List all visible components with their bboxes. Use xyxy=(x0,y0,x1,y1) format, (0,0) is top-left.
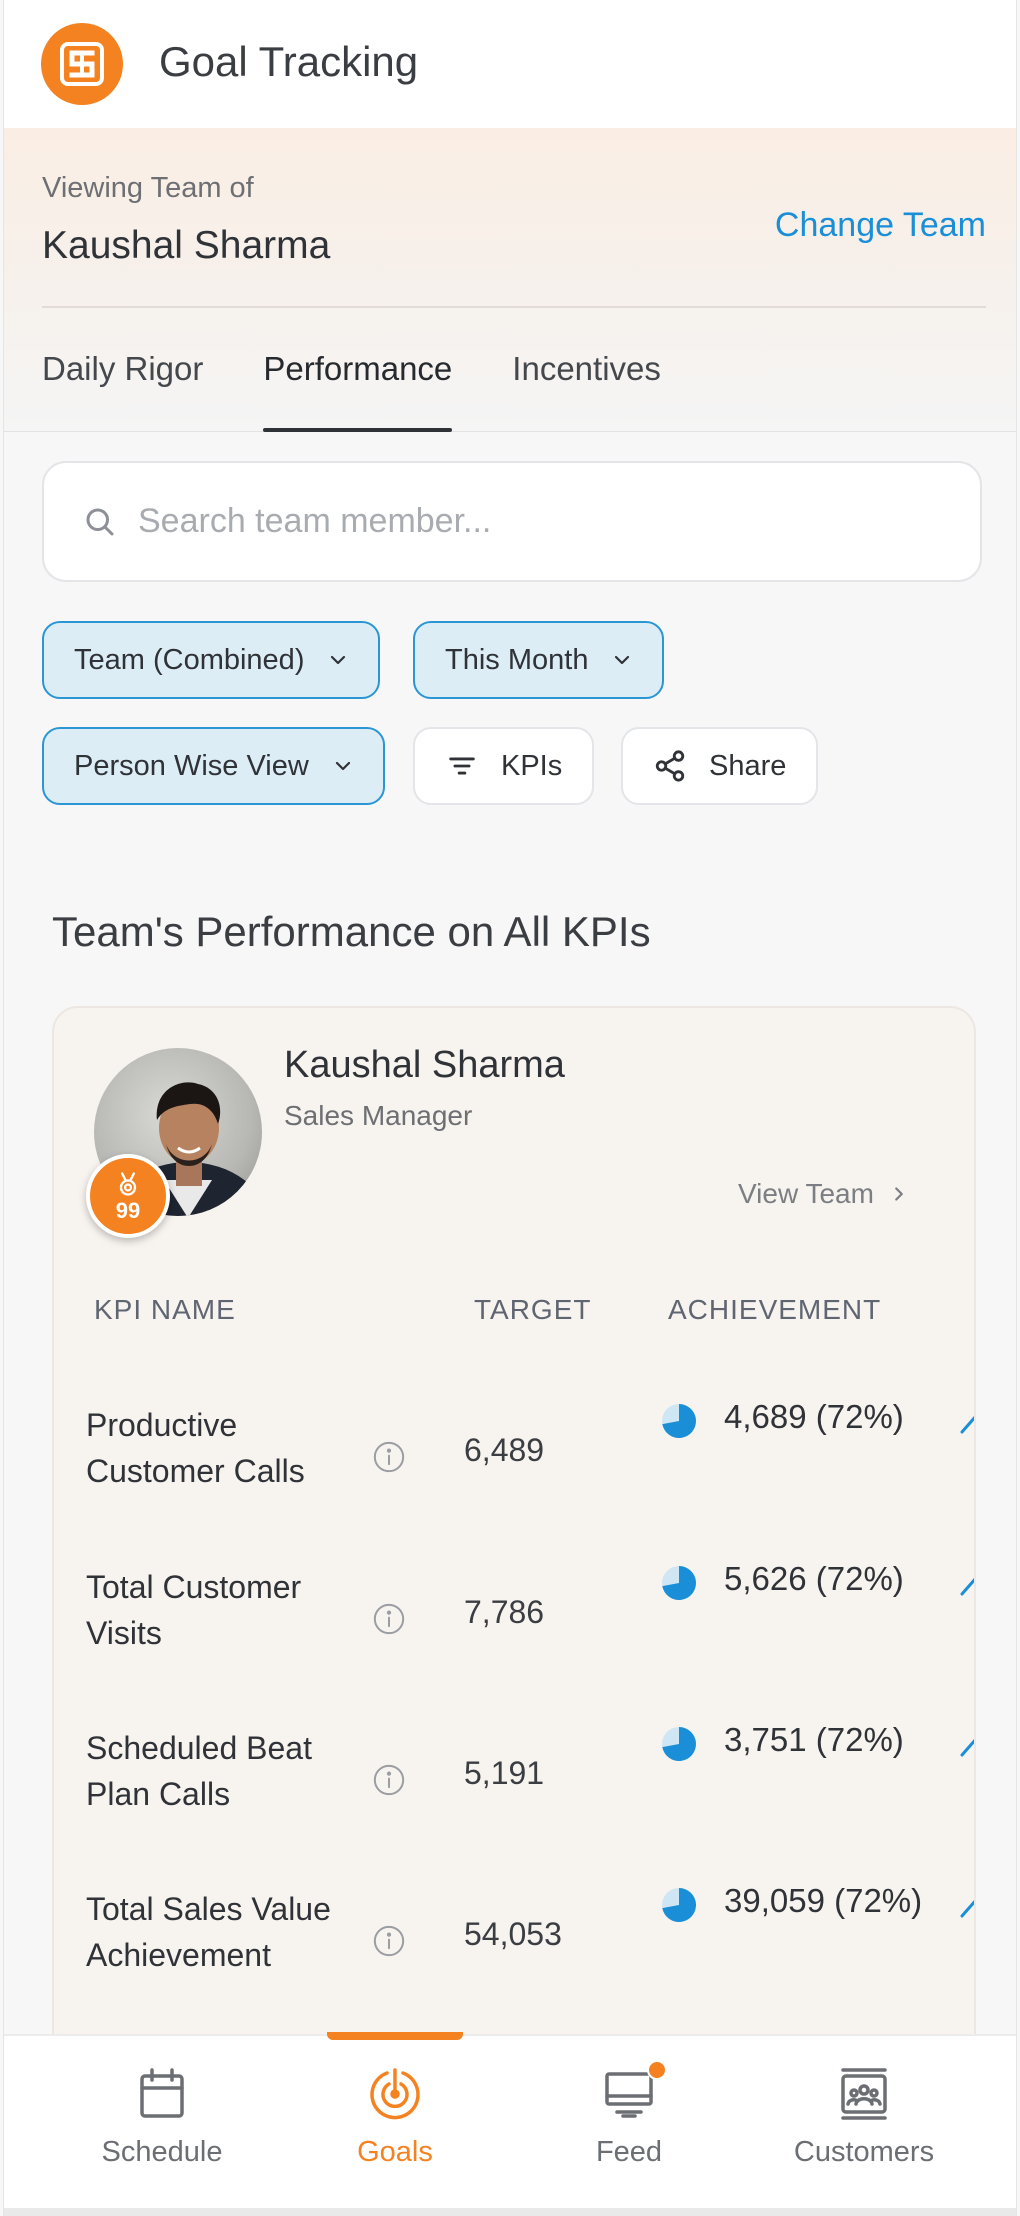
score-badge-value: 99 xyxy=(115,1198,141,1223)
progress-pie-icon xyxy=(662,1727,696,1761)
kpi-achievement: 39,059 (72%) xyxy=(724,1882,923,1919)
top-bar: Goal Tracking xyxy=(4,0,1016,128)
target-icon xyxy=(370,2068,420,2120)
progress-pie-icon xyxy=(662,1888,696,1922)
view-mode-dropdown[interactable]: Person Wise View xyxy=(42,727,385,805)
app-screen: Goal Tracking Viewing Team of Kaushal Sh… xyxy=(3,0,1017,2216)
view-mode-label: Person Wise View xyxy=(74,749,309,782)
info-icon[interactable] xyxy=(372,1763,406,1797)
trend-arrow-icon xyxy=(960,1416,974,1434)
team-filter-label: Team (Combined) xyxy=(74,643,305,676)
person-kpi-card: 99 Kaushal Sharma Sales Manager View Tea… xyxy=(52,1006,976,2216)
kpis-filter-button[interactable]: KPIs xyxy=(413,727,595,805)
tab-bar: Daily Rigor Performance Incentives xyxy=(42,306,721,432)
kpi-target: 54,053 xyxy=(464,1916,562,1952)
view-team-link[interactable]: View Team xyxy=(738,1178,910,1210)
customers-icon xyxy=(841,2068,887,2120)
notification-dot xyxy=(647,2060,667,2080)
pie-fill xyxy=(662,1888,696,1922)
kpi-name: Scheduled Beat Plan Calls xyxy=(86,1730,312,1812)
header-divider xyxy=(42,306,986,308)
trend-arrow-icon xyxy=(960,1739,974,1757)
share-button[interactable]: Share xyxy=(621,727,819,805)
chevron-right-icon xyxy=(895,1187,903,1201)
team-header: Viewing Team of Kaushal Sharma Change Te… xyxy=(4,128,1016,432)
kpi-target: 6,489 xyxy=(464,1432,545,1468)
change-team-link[interactable]: Change Team xyxy=(774,206,986,244)
section-title: Team's Performance on All KPIs xyxy=(52,908,651,955)
team-filter-dropdown[interactable]: Team (Combined) xyxy=(42,621,381,699)
person-role: Sales Manager xyxy=(284,1100,473,1131)
nav-label: Schedule xyxy=(101,2136,223,2168)
progress-pie-icon xyxy=(662,1566,696,1600)
period-filter-label: This Month xyxy=(445,643,589,676)
search-box xyxy=(42,461,982,582)
nav-label: Customers xyxy=(793,2136,935,2168)
person-name: Kaushal Sharma xyxy=(284,1044,565,1086)
nav-schedule[interactable]: Schedule xyxy=(62,2064,262,2169)
nav-label: Feed xyxy=(595,2136,663,2168)
table-row: Total Customer Visits 7,786 5,626 (72%) xyxy=(54,1560,974,1724)
bottom-navigation: Schedule Goals Feed Customers xyxy=(4,2032,1016,2216)
search-icon xyxy=(86,508,114,535)
table-row: Scheduled Beat Plan Calls 5,191 3,751 (7… xyxy=(54,1721,974,1885)
medal-icon xyxy=(119,1172,137,1196)
kpi-achievement: 3,751 (72%) xyxy=(724,1721,904,1758)
kpi-achievement: 5,626 (72%) xyxy=(724,1560,904,1597)
search-input[interactable] xyxy=(138,502,958,541)
kpi-name-header: KPI NAME xyxy=(94,1294,236,1325)
kpi-target: 7,786 xyxy=(464,1594,545,1630)
kpi-achievement: 4,689 (72%) xyxy=(724,1398,904,1435)
chevron-down-icon xyxy=(615,655,630,665)
app-title: Goal Tracking xyxy=(159,38,419,85)
brand-logo-icon xyxy=(41,23,123,105)
nav-goals[interactable]: Goals xyxy=(295,2064,495,2169)
kpi-name: Productive Customer Calls xyxy=(86,1407,305,1489)
table-row: Total Sales Value Achievement 54,053 39,… xyxy=(54,1882,974,2046)
tab-daily-rigor[interactable]: Daily Rigor xyxy=(42,350,204,387)
view-team-label: View Team xyxy=(738,1178,874,1209)
period-filter-dropdown[interactable]: This Month xyxy=(413,621,665,699)
kpi-target: 5,191 xyxy=(464,1755,545,1791)
viewing-team-label: Viewing Team of xyxy=(42,172,254,204)
tab-incentives[interactable]: Incentives xyxy=(512,350,661,387)
share-icon xyxy=(655,750,685,782)
home-indicator xyxy=(4,2208,1016,2216)
kpis-filter-label: KPIs xyxy=(501,749,563,782)
achievement-header: ACHIEVEMENT xyxy=(668,1294,882,1325)
trend-arrow-icon xyxy=(960,1578,974,1596)
active-tab-indicator xyxy=(327,2032,463,2040)
table-row: Productive Customer Calls 6,489 4,689 (7… xyxy=(54,1398,974,1562)
info-icon[interactable] xyxy=(372,1440,406,1474)
kpi-name: Total Sales Value Achievement xyxy=(86,1891,331,1973)
progress-pie-icon xyxy=(662,1404,696,1438)
trend-arrow-icon xyxy=(960,1900,974,1918)
viewing-team-name: Kaushal Sharma xyxy=(42,224,331,267)
score-badge: 99 xyxy=(86,1154,170,1238)
nav-customers[interactable]: Customers xyxy=(764,2064,964,2169)
nav-feed[interactable]: Feed xyxy=(529,2060,729,2169)
pie-fill xyxy=(662,1404,696,1438)
target-header: TARGET xyxy=(474,1294,592,1325)
chevron-down-icon xyxy=(335,761,350,771)
info-icon[interactable] xyxy=(372,1602,406,1636)
filter-icon xyxy=(449,757,475,775)
tab-performance[interactable]: Performance xyxy=(263,306,452,432)
pie-fill xyxy=(662,1727,696,1761)
info-icon[interactable] xyxy=(372,1924,406,1958)
pie-fill xyxy=(662,1566,696,1600)
chevron-down-icon xyxy=(331,655,346,665)
kpi-name: Total Customer Visits xyxy=(86,1569,302,1651)
nav-label: Goals xyxy=(357,2136,433,2168)
monitor-icon xyxy=(605,2072,653,2118)
calendar-icon xyxy=(140,2068,184,2118)
share-label: Share xyxy=(709,749,787,782)
